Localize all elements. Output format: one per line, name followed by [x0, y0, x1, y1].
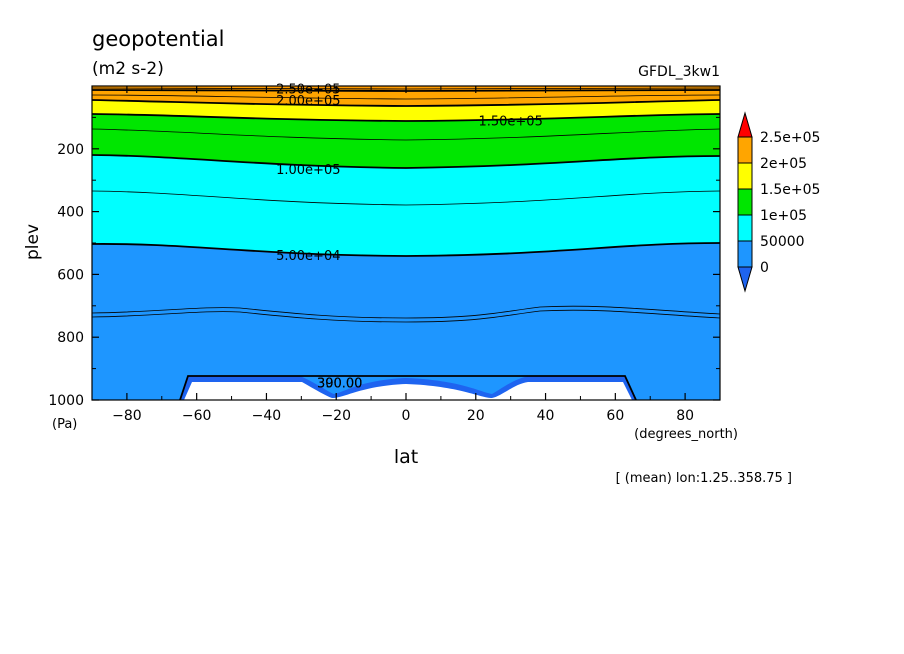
- colorbar: 2.5e+05 2e+05 1.5e+05 1e+05 50000 0: [737, 111, 820, 293]
- x-axis: −80 −60 −40 −20 0 20 40 60 80: [91, 86, 721, 424]
- band-150k-200k: [92, 100, 720, 121]
- x-tick-label: −60: [182, 408, 212, 424]
- y-axis: 200 400 600 800 1000: [48, 116, 720, 409]
- colorbar-label: 1.5e+05: [760, 182, 820, 198]
- y-tick-label: 1000: [48, 393, 84, 409]
- x-tick-label: 60: [606, 408, 624, 424]
- y-axis-units: (Pa): [52, 417, 77, 432]
- x-tick-label: 20: [467, 408, 485, 424]
- colorbar-label: 0: [760, 260, 769, 276]
- colorbar-swatch: [737, 214, 753, 242]
- colorbar-below-arrow: [737, 266, 753, 293]
- chart-units: (m2 s-2): [92, 59, 164, 79]
- x-tick-label: 0: [402, 408, 411, 424]
- y-tick-label: 800: [57, 330, 84, 346]
- x-tick-label: 40: [537, 408, 555, 424]
- contour-label: 390.00: [317, 377, 363, 392]
- contour-label: 1.50e+05: [478, 115, 542, 130]
- colorbar-label: 50000: [760, 234, 805, 250]
- band-50k-100k: [92, 155, 720, 256]
- contour-label: 2.50e+05: [276, 83, 340, 98]
- x-tick-label: −80: [112, 408, 142, 424]
- band-0-50k: [92, 243, 720, 400]
- contour-label: 2.00e+05: [276, 94, 340, 109]
- y-axis-label: plev: [23, 224, 43, 260]
- colorbar-swatch: [737, 188, 753, 216]
- x-tick-label: 80: [676, 408, 694, 424]
- chart-title: geopotential: [92, 27, 225, 51]
- plot-area: [91, 85, 721, 401]
- colorbar-swatch: [737, 240, 753, 268]
- contour-label: 1.00e+05: [276, 163, 340, 178]
- contour-label: 5.00e+04: [276, 249, 340, 264]
- y-tick-label: 200: [57, 142, 84, 158]
- colorbar-label: 2e+05: [760, 156, 807, 172]
- colorbar-swatch: [737, 162, 753, 190]
- x-tick-label: −20: [321, 408, 351, 424]
- y-tick-label: 400: [57, 205, 84, 221]
- band-200k-250k: [92, 90, 720, 106]
- footnote: [ (mean) lon:1.25..358.75 ]: [616, 471, 792, 486]
- colorbar-swatch: [737, 136, 753, 164]
- colorbar-label: 1e+05: [760, 208, 807, 224]
- contour-labels: 2.50e+052.00e+05 1.50e+05 1.00e+05 5.00e+04…: [276, 83, 543, 392]
- missing-region: [184, 382, 632, 400]
- model-name: GFDL_3kw1: [638, 64, 720, 80]
- x-tick-label: −40: [252, 408, 282, 424]
- y-tick-label: 600: [57, 267, 84, 283]
- colorbar-above-arrow: [737, 111, 753, 138]
- band-100k-150k: [92, 114, 720, 168]
- x-axis-units: (degrees_north): [634, 427, 738, 442]
- x-axis-label: lat: [394, 446, 418, 468]
- contour-label: 300.00: [317, 377, 363, 392]
- colorbar-label: 2.5e+05: [760, 130, 820, 146]
